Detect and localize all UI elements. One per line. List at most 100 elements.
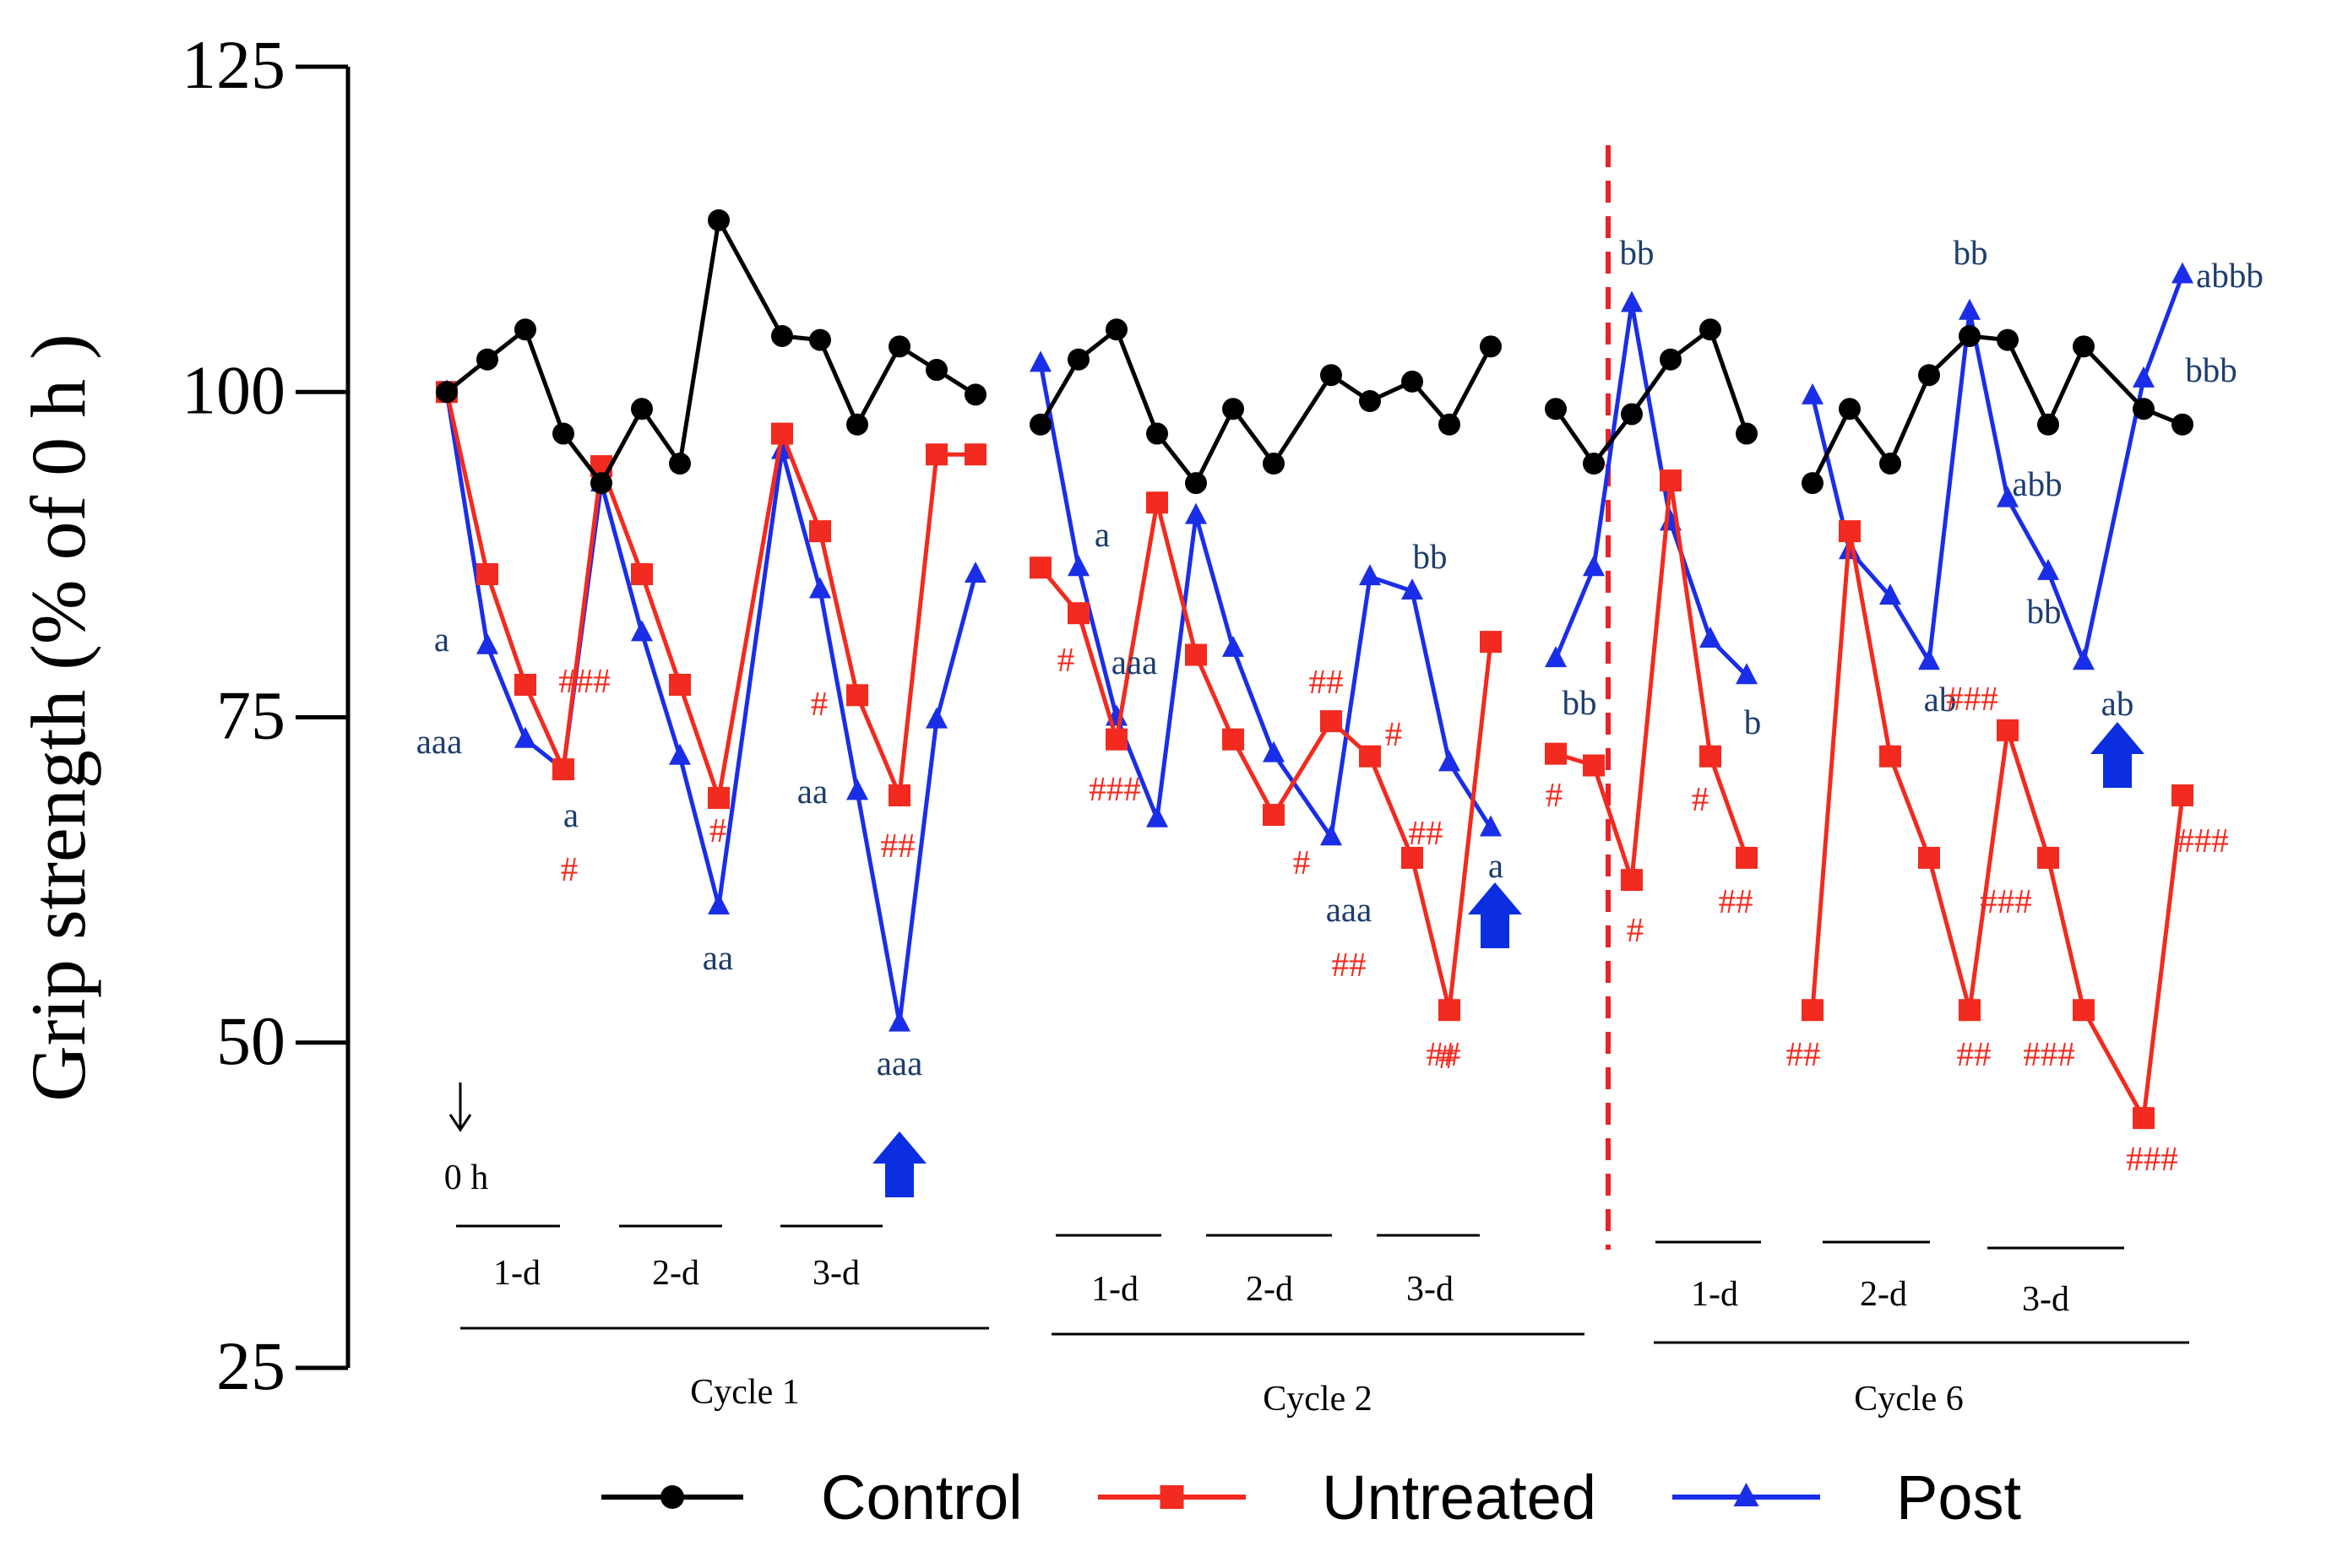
point-post [1545, 646, 1567, 668]
point-untreated [1106, 728, 1128, 751]
point-control [1438, 413, 1460, 436]
point-control [1997, 328, 2019, 351]
point-untreated [1839, 520, 1861, 543]
day-label: 1-d [493, 1254, 541, 1293]
untreated-significance-label: # [1385, 714, 1403, 753]
point-untreated [669, 673, 691, 696]
point-untreated [2133, 1107, 2155, 1130]
point-control [631, 398, 653, 420]
point-control [552, 422, 574, 445]
point-control [1736, 422, 1758, 445]
legend-item: Control [601, 1462, 1023, 1533]
series-line-post [1038, 362, 1493, 839]
point-control [2073, 335, 2095, 358]
point-post [1359, 564, 1381, 586]
point-untreated [889, 784, 910, 806]
point-post [1185, 502, 1207, 524]
post-significance-label: b [1744, 703, 1762, 741]
legend-marker-icon [660, 1485, 684, 1509]
point-untreated [708, 787, 730, 810]
annotation-layer: aaaaaaaaaaaaaaaaaaabbabbbbbbbababbbbabab… [416, 233, 2264, 1197]
post-significance-label: bbb [2185, 350, 2237, 389]
post-significance-label: bb [2027, 592, 2062, 631]
point-post [926, 707, 948, 729]
point-post [2171, 262, 2193, 284]
post-significance-label: a [1488, 846, 1503, 885]
untreated-significance-label: # [1546, 775, 1563, 814]
point-untreated [1879, 745, 1901, 768]
post-significance-label: a [434, 620, 449, 659]
series-post [436, 262, 2193, 1032]
point-post [1480, 815, 1502, 837]
point-post [846, 779, 868, 800]
post-significance-label: aaa [1326, 890, 1372, 929]
point-control [2171, 413, 2193, 436]
point-control [2133, 398, 2155, 420]
point-untreated [476, 562, 498, 585]
point-post [889, 1010, 910, 1032]
point-control [1359, 390, 1381, 413]
point-untreated [1401, 846, 1423, 869]
axes: 25 50 75 100 125 Grip strength (% of 0 h ) [15, 26, 1611, 1404]
point-control [926, 359, 948, 382]
point-control [476, 348, 498, 371]
series-line-untreated [1039, 500, 1493, 1012]
point-untreated [771, 422, 793, 445]
point-post [631, 620, 653, 642]
series-layer [436, 209, 2193, 1130]
legend-label: Control [821, 1462, 1023, 1533]
point-control [1106, 318, 1128, 341]
point-untreated [1320, 710, 1342, 733]
point-control [1802, 472, 1824, 495]
point-control [1660, 348, 1682, 371]
point-control [436, 381, 458, 404]
point-untreated [2171, 784, 2193, 806]
point-post [514, 726, 536, 748]
y-tick-label: 75 [216, 677, 285, 754]
post-significance-label: aaa [877, 1044, 923, 1082]
untreated-significance-label: ### [1089, 769, 1141, 808]
post-significance-label: aa [797, 772, 828, 811]
point-control [1320, 364, 1342, 387]
point-control [771, 324, 793, 347]
untreated-significance-label: ### [2023, 1034, 2075, 1073]
point-post [2133, 366, 2155, 388]
point-control [1918, 364, 1940, 387]
legend-label: Post [1896, 1462, 2022, 1533]
day-label: 3-d [2022, 1280, 2069, 1319]
untreated-significance-label: ## [1332, 945, 1367, 984]
timeline-layer: 0 h 1-d 2-d 3-d 1-d 2-d 3-d 1-d 2-d 3-d Cycle 1 Cyc… [444, 1082, 2189, 1419]
point-post [1736, 663, 1758, 685]
point-post [1699, 627, 1721, 648]
legend-marker-icon [1160, 1485, 1184, 1509]
legend-item: Untreated [1098, 1462, 1596, 1533]
series-line-post [1810, 274, 2185, 664]
series-untreated [436, 381, 2193, 1130]
y-tick-label: 50 [216, 1002, 285, 1079]
point-control [514, 318, 536, 341]
point-control [1959, 324, 1981, 347]
series-line-control [445, 218, 977, 486]
legend: Control Untreated Post [601, 1462, 2022, 1533]
point-control [708, 209, 730, 231]
point-untreated [1438, 999, 1460, 1022]
point-post [476, 632, 498, 654]
point-control [590, 472, 612, 495]
series-line-untreated [1810, 529, 2185, 1120]
legend-label: Untreated [1322, 1462, 1596, 1533]
untreated-significance-label: ### [2126, 1139, 2178, 1178]
series-line-control [1553, 327, 1749, 466]
point-control [1185, 472, 1207, 495]
point-post [965, 561, 986, 583]
point-post [708, 893, 730, 914]
start-arrow-head-icon [448, 1114, 472, 1132]
point-untreated [1699, 745, 1721, 768]
point-control [809, 328, 831, 351]
point-untreated [1068, 602, 1090, 625]
series-line-post [444, 391, 978, 1026]
point-post [1583, 555, 1605, 577]
untreated-significance-label: ## [1957, 1034, 1992, 1073]
untreated-significance-label: # [811, 684, 829, 723]
treatment-arrow-icon [1468, 882, 1522, 948]
point-control [1030, 413, 1052, 436]
